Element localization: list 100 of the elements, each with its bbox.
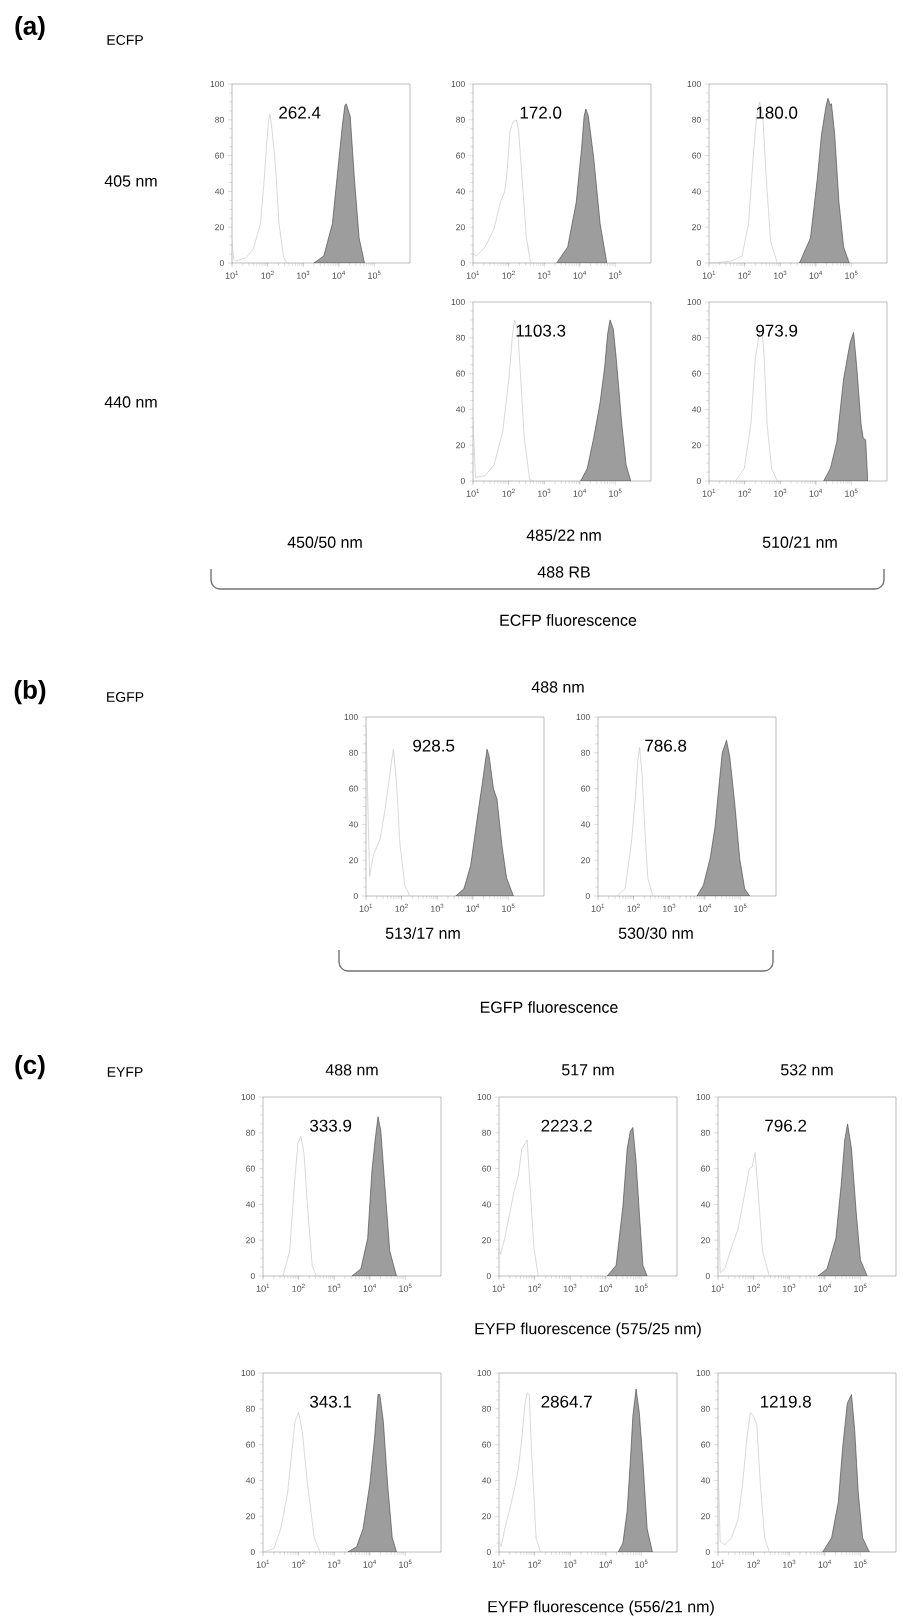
x-tick-label: 10$^{3}$: [430, 903, 444, 912]
text: (c): [15, 1054, 45, 1080]
x-tick-label: 10$^{3}$: [782, 1283, 796, 1292]
y-tick-label: 20: [349, 857, 358, 864]
x-tick-label: 10$^{5}$: [635, 1283, 648, 1292]
y-tick-label: 100: [241, 1370, 255, 1377]
annotation: 796.2: [765, 1119, 807, 1132]
x-tick-label: 10$^{5}$: [399, 1283, 412, 1292]
annotation: 180.0: [756, 106, 798, 119]
y-tick-label: 100: [687, 299, 701, 306]
x-tick-label: 10$^{3}$: [537, 488, 551, 497]
y-tick-label: 80: [701, 1129, 710, 1136]
y-tick-label: 20: [456, 442, 465, 449]
y-tick-label: 60: [349, 785, 358, 792]
y-tick-label: 80: [581, 749, 590, 756]
x-tick-label: 10$^{3}$: [327, 1559, 341, 1568]
text: 488 RB: [537, 566, 590, 578]
x-tick-label: 10$^{1}$: [711, 1283, 725, 1292]
x-tick-label: 10$^{2}$: [502, 488, 515, 497]
y-tick-label: 40: [700, 1477, 710, 1484]
x-tick-label: 10$^{1}$: [466, 270, 480, 279]
x-tick-label: 10$^{1}$: [492, 1559, 506, 1568]
y-tick-label: 60: [701, 1441, 710, 1448]
x-tick-label: 10$^{2}$: [528, 1283, 541, 1292]
chart-title: 517 nm: [561, 1064, 614, 1076]
y-tick-label: 40: [700, 1201, 710, 1208]
text: EYFP: [107, 1067, 143, 1077]
x-tick-label: 10$^{4}$: [599, 1283, 613, 1292]
y-tick-label: 100: [344, 714, 358, 721]
y-tick-label: 20: [692, 442, 701, 449]
y-tick-label: 0: [219, 260, 224, 267]
x-tick-label: 10$^{1}$: [702, 488, 716, 497]
x-tick-label: 10$^{3}$: [782, 1559, 796, 1568]
y-tick-label: 80: [456, 334, 465, 341]
y-tick-label: 60: [701, 1165, 710, 1172]
annotation: 1103.3: [516, 324, 566, 337]
y-tick-label: 80: [482, 1129, 491, 1136]
x-tick-label: 10$^{3}$: [563, 1283, 577, 1292]
x-tick-label: 10$^{2}$: [292, 1283, 305, 1292]
y-tick-label: 0: [250, 1549, 255, 1556]
y-tick-label: 80: [349, 749, 358, 756]
x-tick-label: 10$^{4}$: [809, 488, 823, 497]
y-tick-label: 60: [692, 152, 701, 159]
x-tick-label: 10$^{1}$: [256, 1559, 270, 1568]
y-tick-label: 20: [456, 224, 465, 231]
y-axis-title: 405 nm: [104, 175, 157, 187]
annotation: 343.1: [310, 1395, 352, 1408]
x-tick-label: 10$^{3}$: [563, 1559, 577, 1568]
x-tick-label: 10$^{5}$: [368, 270, 381, 279]
x-tick-label: 10$^{2}$: [502, 270, 515, 279]
x-tick-label: 10$^{5}$: [609, 488, 622, 497]
y-tick-label: 40: [455, 188, 465, 195]
text: 450/50 nm: [287, 536, 362, 548]
x-axis-title: 510/21 nm: [762, 536, 837, 548]
x-tick-label: 10$^{5}$: [609, 270, 622, 279]
y-tick-label: 60: [246, 1165, 255, 1172]
x-tick-label: 10$^{3}$: [773, 270, 787, 279]
x-tick-label: 10$^{5}$: [845, 488, 858, 497]
y-tick-label: 40: [481, 1201, 491, 1208]
y-tick-label: 0: [705, 1273, 710, 1280]
chart-title: 488 nm: [325, 1064, 378, 1076]
y-tick-label: 20: [246, 1237, 255, 1244]
y-tick-label: 60: [456, 370, 465, 377]
x-tick-label: 10$^{2}$: [627, 903, 640, 912]
y-tick-label: 20: [482, 1237, 491, 1244]
y-tick-label: 0: [460, 260, 465, 267]
text: EGFP: [107, 692, 144, 702]
y-tick-label: 20: [692, 224, 701, 231]
y-tick-label: 0: [250, 1273, 255, 1280]
y-tick-label: 80: [246, 1405, 255, 1412]
y-tick-label: 60: [456, 152, 465, 159]
x-tick-label: 10$^{2}$: [261, 270, 274, 279]
y-tick-label: 60: [482, 1441, 491, 1448]
annotation: 1219.8: [760, 1395, 811, 1408]
x-axis-title: 530/30 nm: [618, 927, 693, 939]
x-tick-label: 10$^{5}$: [502, 903, 515, 912]
y-tick-label: 20: [701, 1237, 710, 1244]
y-tick-label: 100: [210, 81, 224, 88]
x-tick-label: 10$^{5}$: [399, 1559, 412, 1568]
text: ECFP fluorescence: [500, 614, 637, 626]
x-tick-label: 10$^{4}$: [818, 1559, 832, 1568]
y-tick-label: 20: [482, 1513, 491, 1520]
x-tick-label: 10$^{2}$: [747, 1283, 760, 1292]
x-tick-label: 10$^{1}$: [256, 1283, 270, 1292]
y-tick-label: 20: [701, 1513, 710, 1520]
x-tick-label: 10$^{4}$: [466, 903, 480, 912]
y-tick-label: 0: [585, 893, 590, 900]
x-tick-label: 10$^{1}$: [225, 270, 239, 279]
x-tick-label: 10$^{4}$: [363, 1559, 377, 1568]
y-tick-label: 0: [486, 1549, 491, 1556]
x-tick-label: 10$^{4}$: [599, 1559, 613, 1568]
y-tick-label: 40: [580, 821, 590, 828]
y-tick-label: 20: [246, 1513, 255, 1520]
annotation: 2864.7: [541, 1395, 592, 1408]
y-tick-label: 80: [692, 334, 701, 341]
y-tick-label: 80: [692, 116, 701, 123]
annotation: 333.9: [310, 1119, 352, 1132]
x-tick-label: 10$^{4}$: [573, 270, 587, 279]
x-tick-label: 10$^{4}$: [363, 1283, 377, 1292]
x-tick-label: 10$^{1}$: [711, 1559, 725, 1568]
